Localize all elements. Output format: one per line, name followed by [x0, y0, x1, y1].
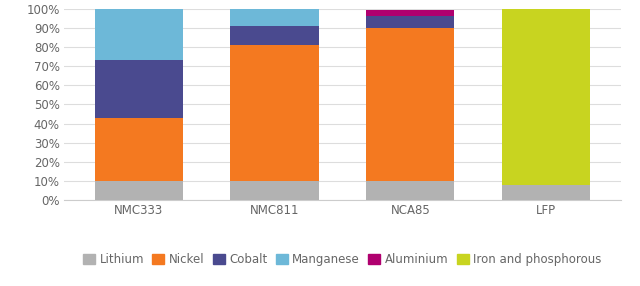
Bar [95, 9, 183, 60]
Bar [95, 60, 183, 118]
Bar [230, 181, 319, 200]
Bar [502, 9, 590, 185]
Bar [366, 11, 454, 16]
Bar [95, 118, 183, 181]
Bar [95, 181, 183, 200]
Bar [230, 9, 319, 26]
Bar [502, 185, 590, 200]
Bar [366, 28, 454, 181]
Bar [366, 181, 454, 200]
Legend: Lithium, Nickel, Cobalt, Manganese, Aluminium, Iron and phosphorous: Lithium, Nickel, Cobalt, Manganese, Alum… [78, 248, 607, 271]
Bar [230, 26, 319, 45]
Bar [366, 16, 454, 28]
Bar [230, 45, 319, 181]
